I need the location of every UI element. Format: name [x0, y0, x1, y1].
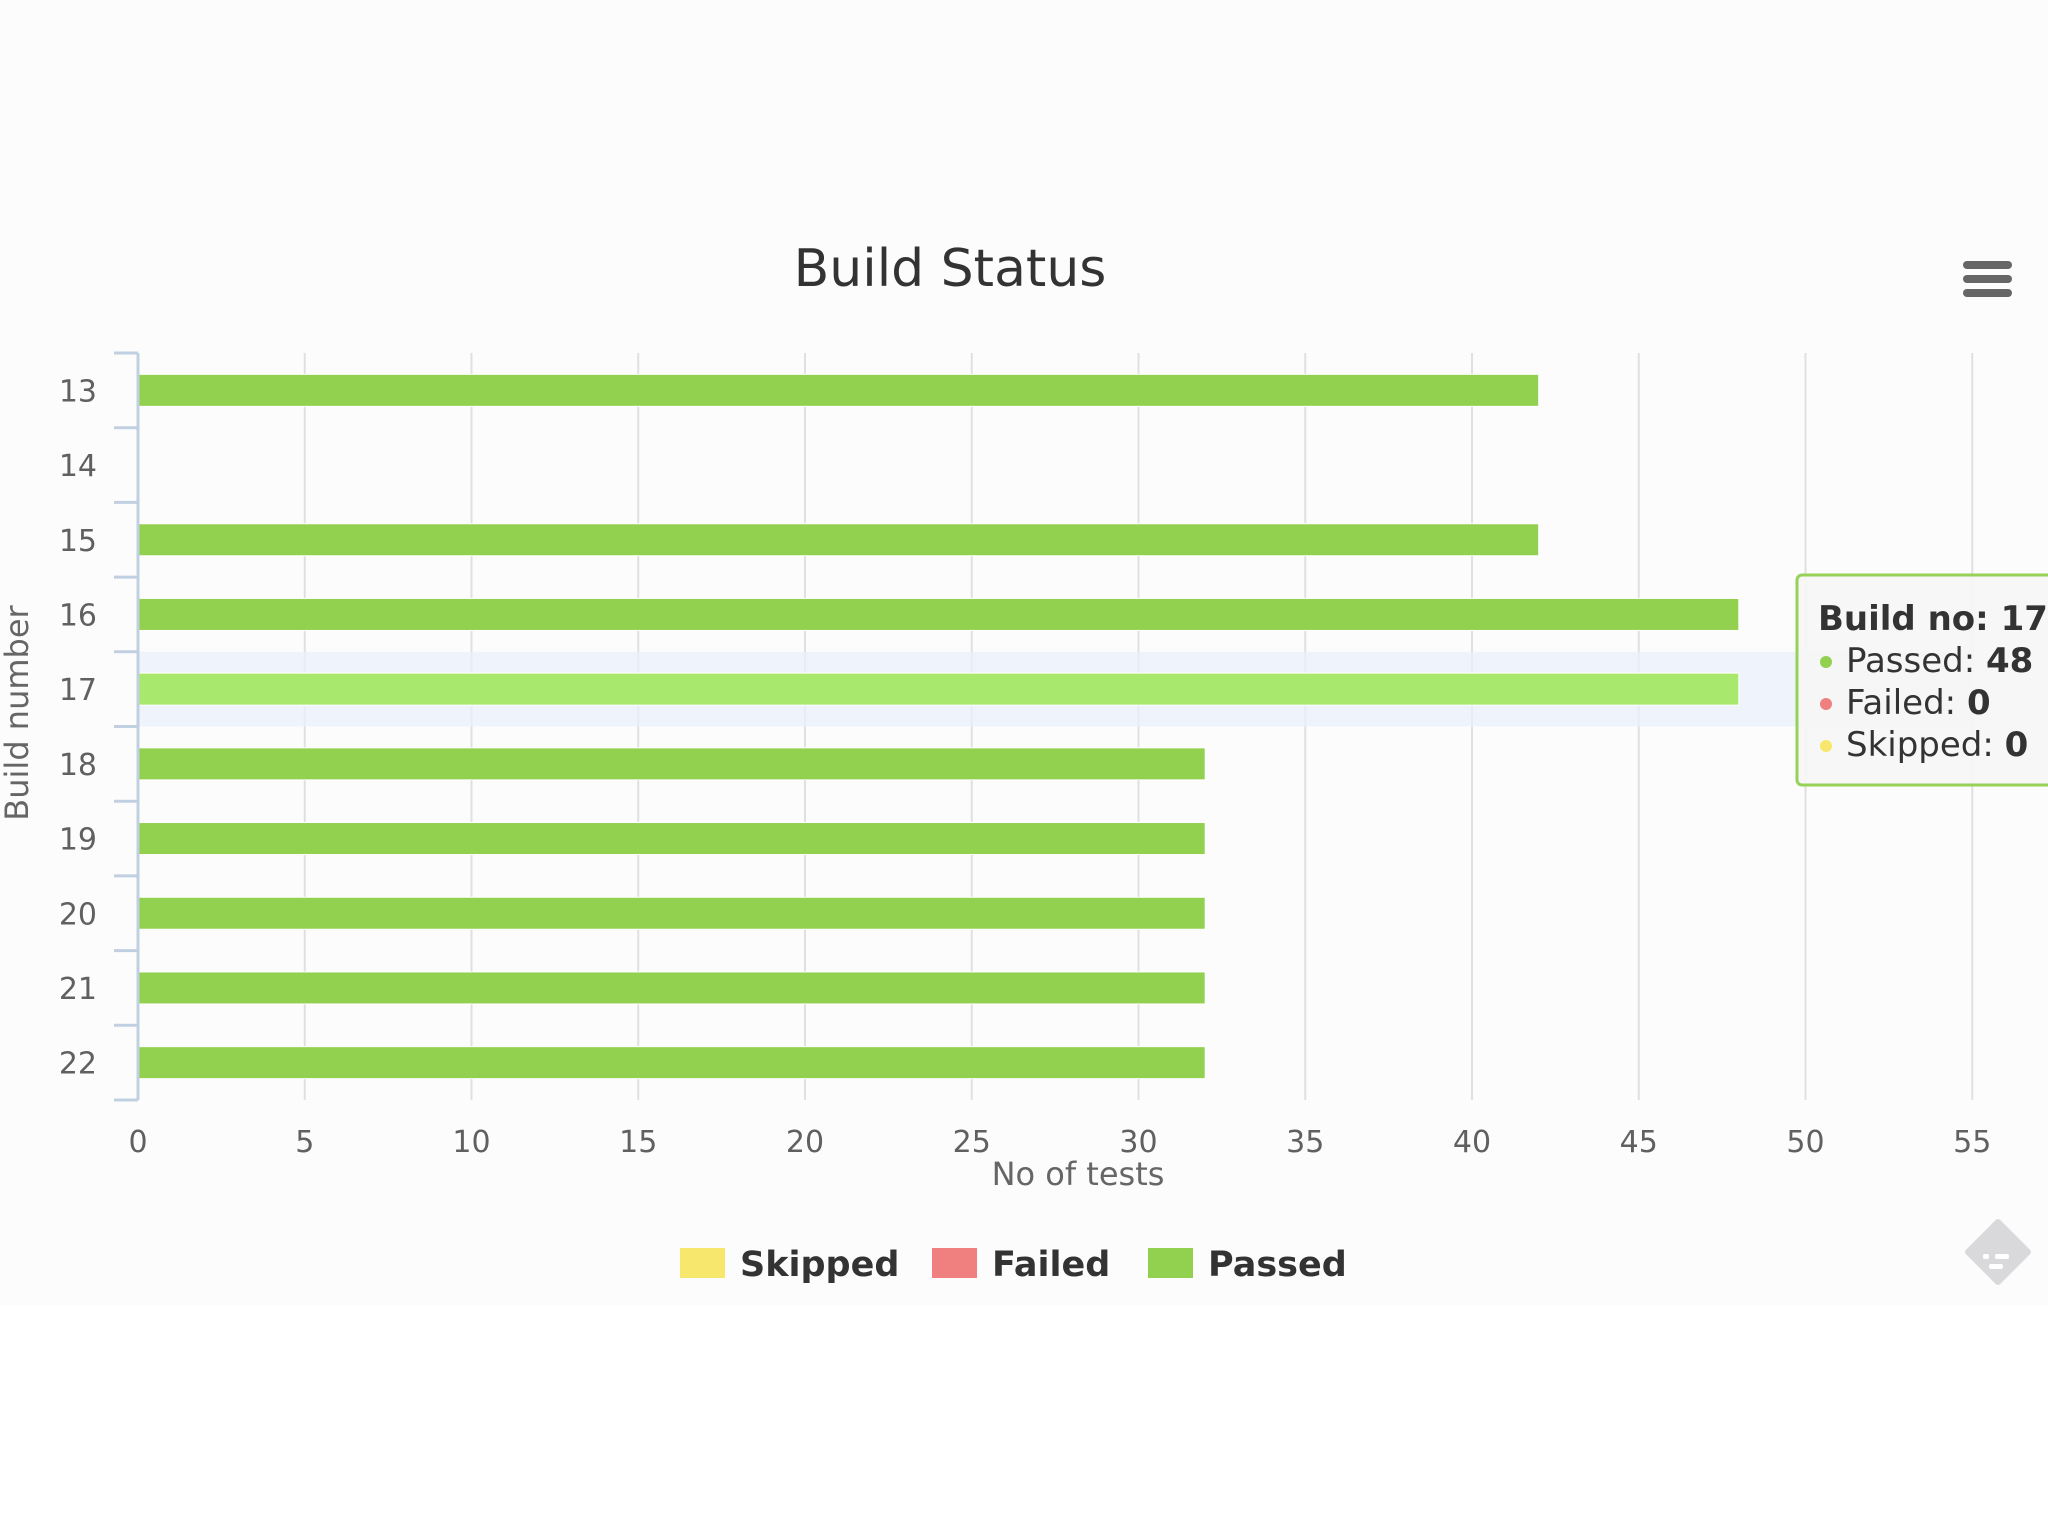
tooltip-value-passed: 48: [1986, 641, 2033, 681]
legend-item-passed[interactable]: Passed: [1148, 1245, 1347, 1285]
bar-passed-17: [137, 672, 1740, 706]
tooltip-row-skipped: Skipped: 0: [1846, 725, 2028, 765]
x-tick-label-30: 30: [1119, 1125, 1157, 1160]
legend-item-failed[interactable]: Failed: [932, 1245, 1110, 1285]
legend: Skipped Failed Passed: [680, 1245, 1347, 1285]
x-tick-label-20: 20: [786, 1125, 824, 1160]
bar-passed-18: [137, 747, 1206, 781]
tooltip-header-value: 17: [2001, 599, 2048, 639]
x-tick-label-40: 40: [1453, 1125, 1491, 1160]
chart-menu-button[interactable]: [1950, 250, 2018, 310]
legend-item-skipped[interactable]: Skipped: [680, 1245, 899, 1285]
tooltip-label-passed: Passed:: [1846, 641, 1986, 681]
chart-title: Build Status: [794, 239, 1107, 299]
hamburger-menu-icon: [1963, 261, 2012, 297]
tooltip-row-passed: Passed: 48: [1846, 641, 2033, 681]
x-tick-label-15: 15: [619, 1125, 657, 1160]
bar-passed-22: [137, 1046, 1206, 1080]
feedly-export-icon: [1965, 1219, 2031, 1285]
legend-swatch-failed: [932, 1248, 977, 1278]
y-tick-label-17: 17: [59, 673, 97, 708]
y-axis-title: Build number: [0, 604, 36, 820]
x-tick-label-0: 0: [128, 1125, 147, 1160]
tooltip-marker-passed: [1820, 656, 1832, 668]
y-tick-label-22: 22: [59, 1047, 97, 1082]
tooltip-label-skipped: Skipped:: [1846, 725, 2005, 765]
bars: [137, 373, 1740, 1080]
tooltip-marker-failed: [1820, 698, 1832, 710]
y-tick-label-16: 16: [59, 598, 97, 633]
legend-label-passed: Passed: [1208, 1245, 1347, 1285]
x-tick-label-50: 50: [1786, 1125, 1824, 1160]
y-tick-label-21: 21: [59, 972, 97, 1007]
tooltip-value-skipped: 0: [2005, 725, 2029, 765]
x-tick-label-55: 55: [1953, 1125, 1991, 1160]
y-axis: [114, 351, 140, 1102]
tooltip-header-label: Build no:: [1818, 599, 2001, 639]
x-tick-label-5: 5: [295, 1125, 314, 1160]
legend-swatch-passed: [1148, 1248, 1193, 1278]
bar-passed-19: [137, 822, 1206, 856]
tooltip-marker-skipped: [1820, 740, 1832, 752]
x-tick-labels: 0 5 10 15 20 25 30 35 40 45 50 55: [128, 1125, 1991, 1160]
y-tick-label-18: 18: [59, 748, 97, 783]
export-button[interactable]: [1965, 1219, 2031, 1285]
y-tick-label-13: 13: [59, 374, 97, 409]
tooltip-box: [1795, 573, 2048, 787]
legend-label-failed: Failed: [992, 1245, 1110, 1285]
legend-label-skipped: Skipped: [740, 1245, 899, 1285]
tooltip-header: Build no: 17: [1818, 599, 2048, 639]
bar-passed-20: [137, 896, 1206, 930]
x-tick-label-10: 10: [452, 1125, 490, 1160]
x-tick-label-45: 45: [1620, 1125, 1658, 1160]
x-tick-label-35: 35: [1286, 1125, 1324, 1160]
x-axis-title: No of tests: [992, 1155, 1165, 1193]
bar-passed-21: [137, 971, 1206, 1005]
y-tick-label-14: 14: [59, 449, 97, 484]
tooltip-row-failed: Failed: 0: [1846, 683, 1991, 723]
y-tick-label-20: 20: [59, 897, 97, 932]
tooltip-value-failed: 0: [1967, 683, 1991, 723]
bar-passed-16: [137, 597, 1740, 631]
bar-passed-15: [137, 523, 1540, 557]
y-tick-label-19: 19: [59, 823, 97, 858]
legend-swatch-skipped: [680, 1248, 725, 1278]
y-tick-labels: 13 14 15 16 17 18 19 20 21 22: [59, 374, 97, 1081]
x-tick-label-25: 25: [953, 1125, 991, 1160]
y-tick-label-15: 15: [59, 524, 97, 559]
bar-passed-13: [137, 373, 1540, 407]
tooltip-label-failed: Failed:: [1846, 683, 1967, 723]
